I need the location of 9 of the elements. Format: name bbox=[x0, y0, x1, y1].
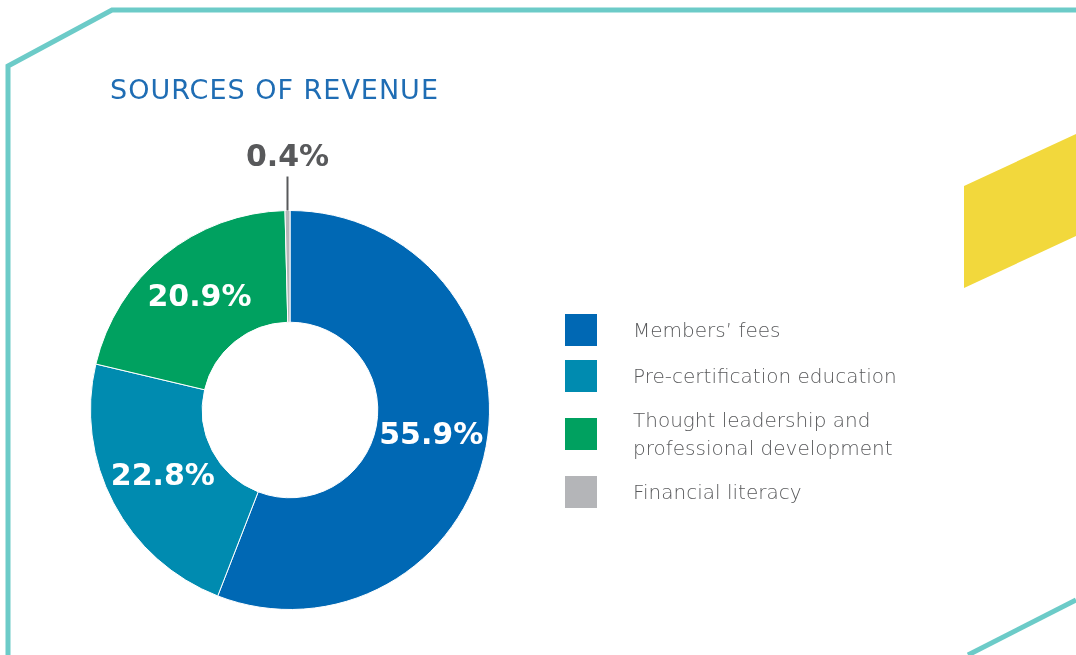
chart-title: SOURCES OF REVENUE bbox=[110, 74, 439, 105]
legend-label: Members’ fees bbox=[633, 317, 782, 344]
data-label: 20.9% bbox=[147, 278, 252, 314]
data-label: 55.9% bbox=[379, 416, 484, 452]
data-label: 0.4% bbox=[245, 138, 330, 174]
data-label: 22.8% bbox=[110, 456, 215, 492]
legend-label: Pre-certification education bbox=[633, 363, 898, 390]
legend-label: Financial literacy bbox=[633, 479, 803, 506]
legend-label: Thought leadership and professional development bbox=[633, 407, 894, 462]
